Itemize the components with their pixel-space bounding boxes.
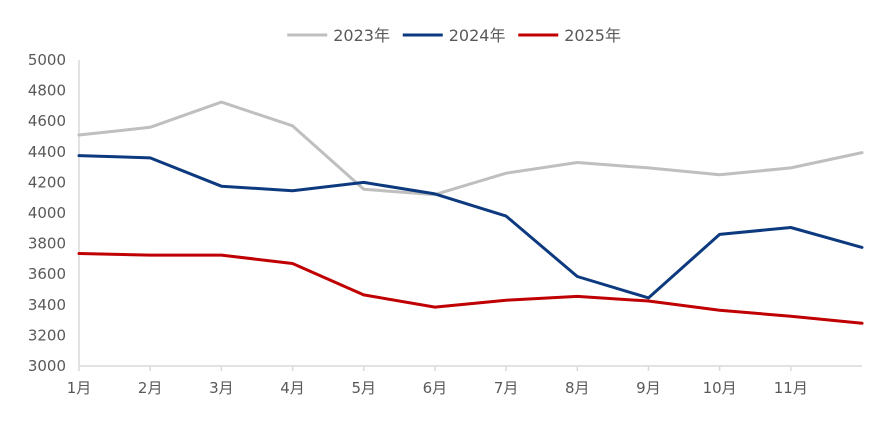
legend-label: 2024年 xyxy=(449,26,506,45)
x-tick-label: 11月 xyxy=(774,379,808,397)
y-tick-label: 3800 xyxy=(28,235,66,253)
y-tick-label: 3000 xyxy=(28,357,66,375)
x-tick-label: 2月 xyxy=(138,379,163,397)
y-tick-label: 4000 xyxy=(28,204,66,222)
x-tick-label: 3月 xyxy=(209,379,234,397)
series-line-2025 xyxy=(77,252,864,325)
y-tick-label: 4600 xyxy=(28,112,66,130)
plot-area xyxy=(77,100,864,325)
x-tick-label: 4月 xyxy=(280,379,305,397)
x-tick-label: 9月 xyxy=(636,379,661,397)
legend-item: 2024年 xyxy=(402,26,506,45)
y-tick-label: 5000 xyxy=(28,51,66,69)
x-tick-label: 7月 xyxy=(494,379,519,397)
y-tick-label: 4200 xyxy=(28,173,66,191)
y-tick-label: 3600 xyxy=(28,265,66,283)
series-line-2024 xyxy=(77,154,864,300)
legend-item: 2025年 xyxy=(518,26,621,45)
series-line-2023 xyxy=(77,100,864,197)
y-tick-label: 4400 xyxy=(28,143,66,161)
legend: 2023年 2024年 2025年 xyxy=(287,26,621,45)
x-tick-label: 1月 xyxy=(67,379,92,397)
x-tick-label: 5月 xyxy=(351,379,376,397)
legend-label: 2023年 xyxy=(333,26,390,45)
x-tick-label: 10月 xyxy=(703,379,737,397)
y-tick-label: 4800 xyxy=(28,82,66,100)
x-axis: 1月 2月 3月 4月 5月 6月 7月 8月 9月 10月 11月 xyxy=(67,365,862,397)
x-tick-label: 8月 xyxy=(565,379,590,397)
y-axis: 3000 3200 3400 3600 3800 4000 4200 4400 4600 4800… xyxy=(28,51,80,375)
legend-item: 2023年 xyxy=(287,26,390,45)
x-tick-label: 6月 xyxy=(423,379,448,397)
y-tick-label: 3200 xyxy=(28,326,66,344)
y-tick-label: 3400 xyxy=(28,296,66,314)
legend-label: 2025年 xyxy=(564,26,621,45)
